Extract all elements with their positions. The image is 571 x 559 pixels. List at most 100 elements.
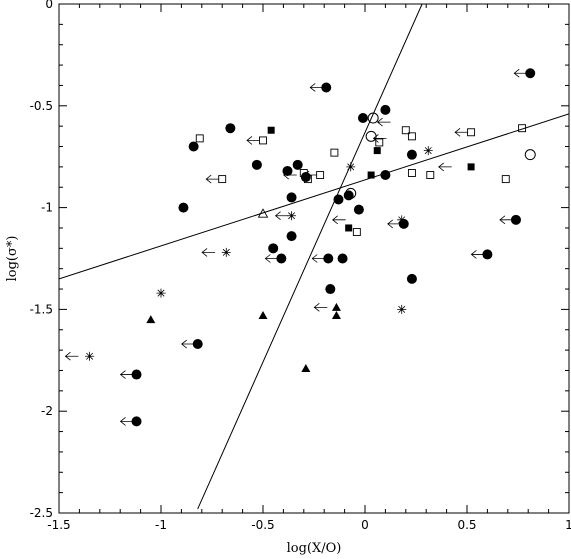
filled-circle-point (178, 202, 189, 213)
asterisk-point (287, 211, 297, 221)
upper-limit-arrow (205, 174, 220, 184)
filled-circle-point (398, 218, 409, 229)
filled-circle-point (343, 190, 354, 201)
x-tick-label: -1 (155, 518, 167, 532)
filled-circle-point (292, 159, 303, 170)
filled-circle-point (337, 253, 348, 264)
open-square-point (259, 136, 267, 145)
upper-limit-arrow (201, 248, 216, 257)
filled-circle-point (353, 204, 364, 215)
filled-circle-point (286, 192, 297, 203)
upper-limit-arrow (387, 219, 401, 229)
filled-circle-point (192, 339, 203, 350)
plot-content (59, 4, 569, 510)
filled-circle-point (300, 172, 311, 183)
x-tick-label: -1.5 (47, 518, 70, 532)
open-square-point (299, 169, 308, 177)
upper-limit-arrow (470, 250, 485, 259)
upper-limit-arrow (309, 83, 324, 92)
filled-square-point (373, 147, 381, 155)
y-axis-title: log(σ*) (5, 236, 20, 282)
upper-limit-arrow (283, 170, 297, 180)
asterisk-point (221, 247, 231, 257)
x-tick-label: -0.5 (251, 518, 274, 532)
open-square-point (375, 138, 384, 147)
filled-circle-point (525, 68, 536, 79)
filled-circle-point (131, 369, 142, 380)
asterisk-point (156, 288, 166, 298)
filled-circle-point (131, 416, 142, 427)
open-circle-point (365, 130, 377, 142)
filled-circle-point (225, 123, 236, 134)
open-circle-point (345, 187, 357, 199)
x-tick-label: 0 (361, 518, 369, 532)
filled-circle-point (510, 214, 521, 225)
x-axis-title: log(X/O) (287, 541, 342, 556)
upper-limit-arrow (119, 370, 134, 379)
upper-limit-arrow (313, 303, 328, 312)
filled-triangle-point (331, 302, 341, 311)
filled-circle-point (406, 149, 417, 160)
upper-limit-arrow (264, 254, 279, 263)
filled-circle-point (333, 194, 344, 205)
filled-square-point (467, 163, 475, 171)
filled-circle-point (251, 159, 262, 170)
upper-limit-arrow (64, 351, 79, 361)
x-tick-label: 1 (565, 518, 571, 532)
asterisk-point (397, 304, 407, 314)
open-square-point (352, 228, 361, 236)
upper-limit-arrow (119, 417, 134, 426)
y-tick-label: -2 (41, 404, 53, 418)
filled-circle-point (323, 253, 334, 264)
y-tick-label: -1.5 (30, 302, 53, 316)
upper-limit-arrow (513, 68, 528, 78)
filled-square-point (267, 126, 275, 134)
upper-limit-arrow (376, 117, 391, 127)
open-square-point (218, 175, 227, 184)
filled-circle-point (380, 170, 391, 181)
axes-layer: -1.5 -1 -0.5 0 0.5 1 0 -0.5 -1 -1.5 -2 -2.5 (30, 0, 571, 532)
filled-circle-point (282, 165, 293, 176)
filled-circle-point (286, 231, 297, 242)
open-square-point (407, 169, 416, 177)
upper-limit-arrow (181, 339, 195, 349)
open-square-point (407, 132, 416, 141)
filled-triangle-point (258, 311, 268, 320)
open-square-point (330, 148, 339, 157)
upper-limit-arrow (438, 162, 452, 172)
open-square-point (518, 124, 527, 133)
open-square-point (467, 128, 476, 137)
open-square-point (501, 175, 510, 184)
filled-circle-point (321, 82, 332, 93)
y-tick-label: -0.5 (30, 99, 53, 113)
open-circle-point (524, 149, 536, 161)
y-tick-label: -1 (41, 201, 53, 215)
open-square-point (303, 175, 312, 184)
filled-triangle-point (331, 311, 341, 320)
y-tick-label: 0 (45, 0, 53, 11)
filled-square-point (367, 171, 375, 179)
filled-circle-point (325, 284, 336, 295)
asterisk-point (346, 162, 356, 172)
upper-limit-arrow (332, 215, 346, 225)
open-square-point (426, 171, 435, 179)
asterisk-point (397, 215, 407, 225)
y-tick-label: -2.5 (30, 506, 53, 520)
fit-line-2 (197, 4, 423, 510)
filled-circle-point (268, 243, 279, 254)
upper-limit-arrow (311, 254, 326, 263)
open-square-point (316, 171, 325, 179)
fit-line-1 (59, 113, 569, 280)
filled-circle-point (188, 141, 199, 152)
x-tick-label: 0.5 (457, 518, 476, 532)
upper-limit-arrow (454, 127, 469, 137)
filled-circle-point (276, 253, 287, 264)
open-triangle-point (257, 208, 269, 218)
upper-limit-arrow (274, 211, 289, 221)
filled-circle-point (380, 104, 391, 115)
filled-triangle-point (301, 363, 311, 372)
upper-limit-arrow (246, 136, 260, 145)
filled-circle-point (482, 249, 493, 260)
filled-triangle-point (146, 315, 156, 324)
